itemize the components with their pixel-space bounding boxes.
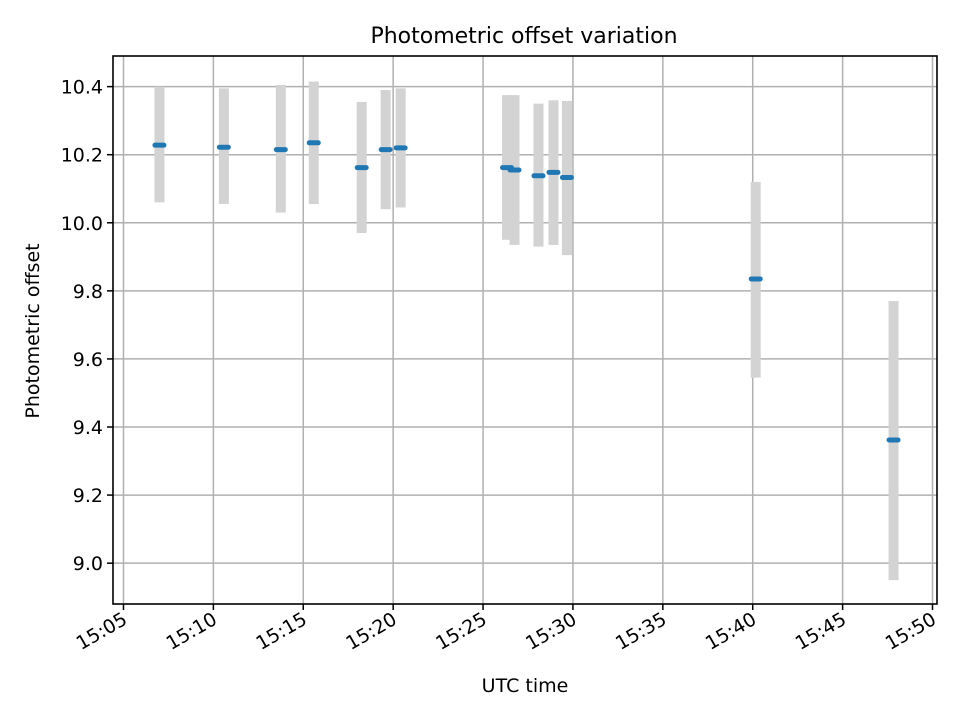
y-axis: 9.0 9.2 9.4 9.6 9.8 10.0 10.2 10.4 (61, 77, 113, 575)
x-tick-label: 15:40 (702, 608, 760, 654)
x-tick-label: 15:50 (882, 608, 940, 654)
y-axis-label: Photometric offset (22, 243, 44, 418)
x-tick-label: 15:10 (162, 608, 220, 654)
plot-frame (112, 55, 938, 605)
y-tick-label: 10.0 (61, 213, 103, 235)
x-axis: 15:05 15:10 15:15 15:20 15:25 15:30 15:35 15:40… (73, 604, 940, 655)
y-tick-label: 9.8 (73, 281, 103, 303)
y-tick-label: 10.2 (61, 145, 103, 167)
x-tick-label: 15:25 (432, 608, 490, 654)
y-tick-label: 9.6 (73, 349, 103, 371)
y-tick-label: 9.4 (73, 417, 103, 439)
y-tick-label: 9.2 (73, 485, 103, 507)
x-tick-label: 15:15 (252, 608, 310, 654)
x-tick-label: 15:45 (792, 608, 850, 654)
x-tick-label: 15:35 (612, 608, 670, 654)
x-tick-label: 15:05 (73, 608, 131, 654)
x-tick-label: 15:20 (342, 608, 400, 654)
error-bars (154, 81, 899, 581)
x-tick-label: 15:30 (522, 608, 580, 654)
chart-title: Photometric offset variation (370, 24, 677, 49)
y-tick-label: 10.4 (61, 77, 103, 99)
grid (113, 56, 937, 604)
x-axis-label: UTC time (482, 675, 569, 697)
data-points (152, 140, 901, 443)
y-tick-label: 9.0 (73, 553, 103, 575)
